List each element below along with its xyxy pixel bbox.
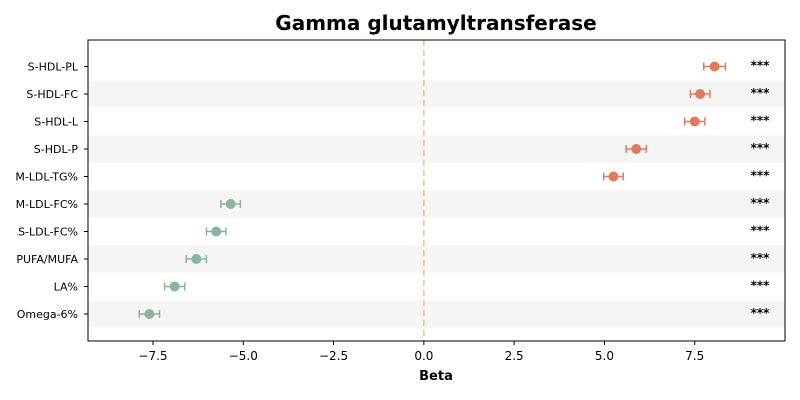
y-tick-label: S-HDL-L (34, 116, 79, 129)
data-point (191, 254, 202, 264)
significance-label: *** (751, 279, 771, 293)
x-tick-label: −7.5 (138, 349, 167, 363)
row-band (88, 300, 785, 328)
significance-label: *** (751, 224, 771, 238)
data-point (225, 199, 236, 209)
row-band (88, 135, 785, 163)
row-band (88, 190, 785, 218)
y-tick-label: Omega-6% (17, 308, 78, 321)
y-tick-label: S-HDL-P (34, 143, 79, 156)
significance-label: *** (751, 251, 771, 265)
row-band (88, 80, 785, 108)
y-tick-label: S-HDL-FC (26, 88, 78, 101)
data-point (169, 281, 180, 292)
x-tick-label: 2.5 (505, 349, 524, 363)
x-axis: −7.5 −5.0 −2.5 0.0 2.5 5.0 7.5 (138, 341, 704, 363)
x-tick-label: 7.5 (685, 349, 704, 363)
y-tick-label: S-LDL-FC% (18, 226, 78, 239)
data-point (211, 226, 222, 237)
x-tick-label: −2.5 (319, 349, 348, 363)
data-point (631, 144, 642, 154)
x-tick-label: 5.0 (595, 349, 614, 363)
x-axis-label: Beta (419, 369, 453, 384)
data-marks: *** *** *** *** *** *** *** *** *** *** (138, 59, 771, 320)
significance-label: *** (751, 86, 771, 100)
y-tick-label: M-LDL-FC% (16, 198, 78, 211)
y-tick-label: M-LDL-TG% (15, 171, 78, 184)
plot-frame (87, 39, 786, 342)
significance-label: *** (751, 169, 771, 183)
y-tick-label: S-HDL-PL (28, 61, 79, 74)
x-tick-label: 0.0 (414, 349, 433, 363)
significance-label: *** (751, 59, 771, 73)
significance-label: *** (751, 114, 771, 128)
data-point (608, 171, 619, 182)
data-point (689, 116, 700, 127)
data-point (695, 89, 706, 99)
y-tick-label: LA% (54, 281, 78, 294)
x-tick-label: −5.0 (229, 349, 258, 363)
data-point (144, 309, 155, 319)
y-axis: S-HDL-PL S-HDL-FC S-HDL-L S-HDL-P M-LDL-TG% M… (15, 61, 88, 321)
significance-label: *** (751, 196, 771, 210)
y-tick-label: PUFA/MUFA (16, 253, 78, 266)
significance-label: *** (751, 141, 771, 155)
significance-label: *** (751, 306, 771, 320)
data-point (709, 61, 720, 72)
chart-title: Gamma glutamyltransferase (275, 11, 596, 35)
